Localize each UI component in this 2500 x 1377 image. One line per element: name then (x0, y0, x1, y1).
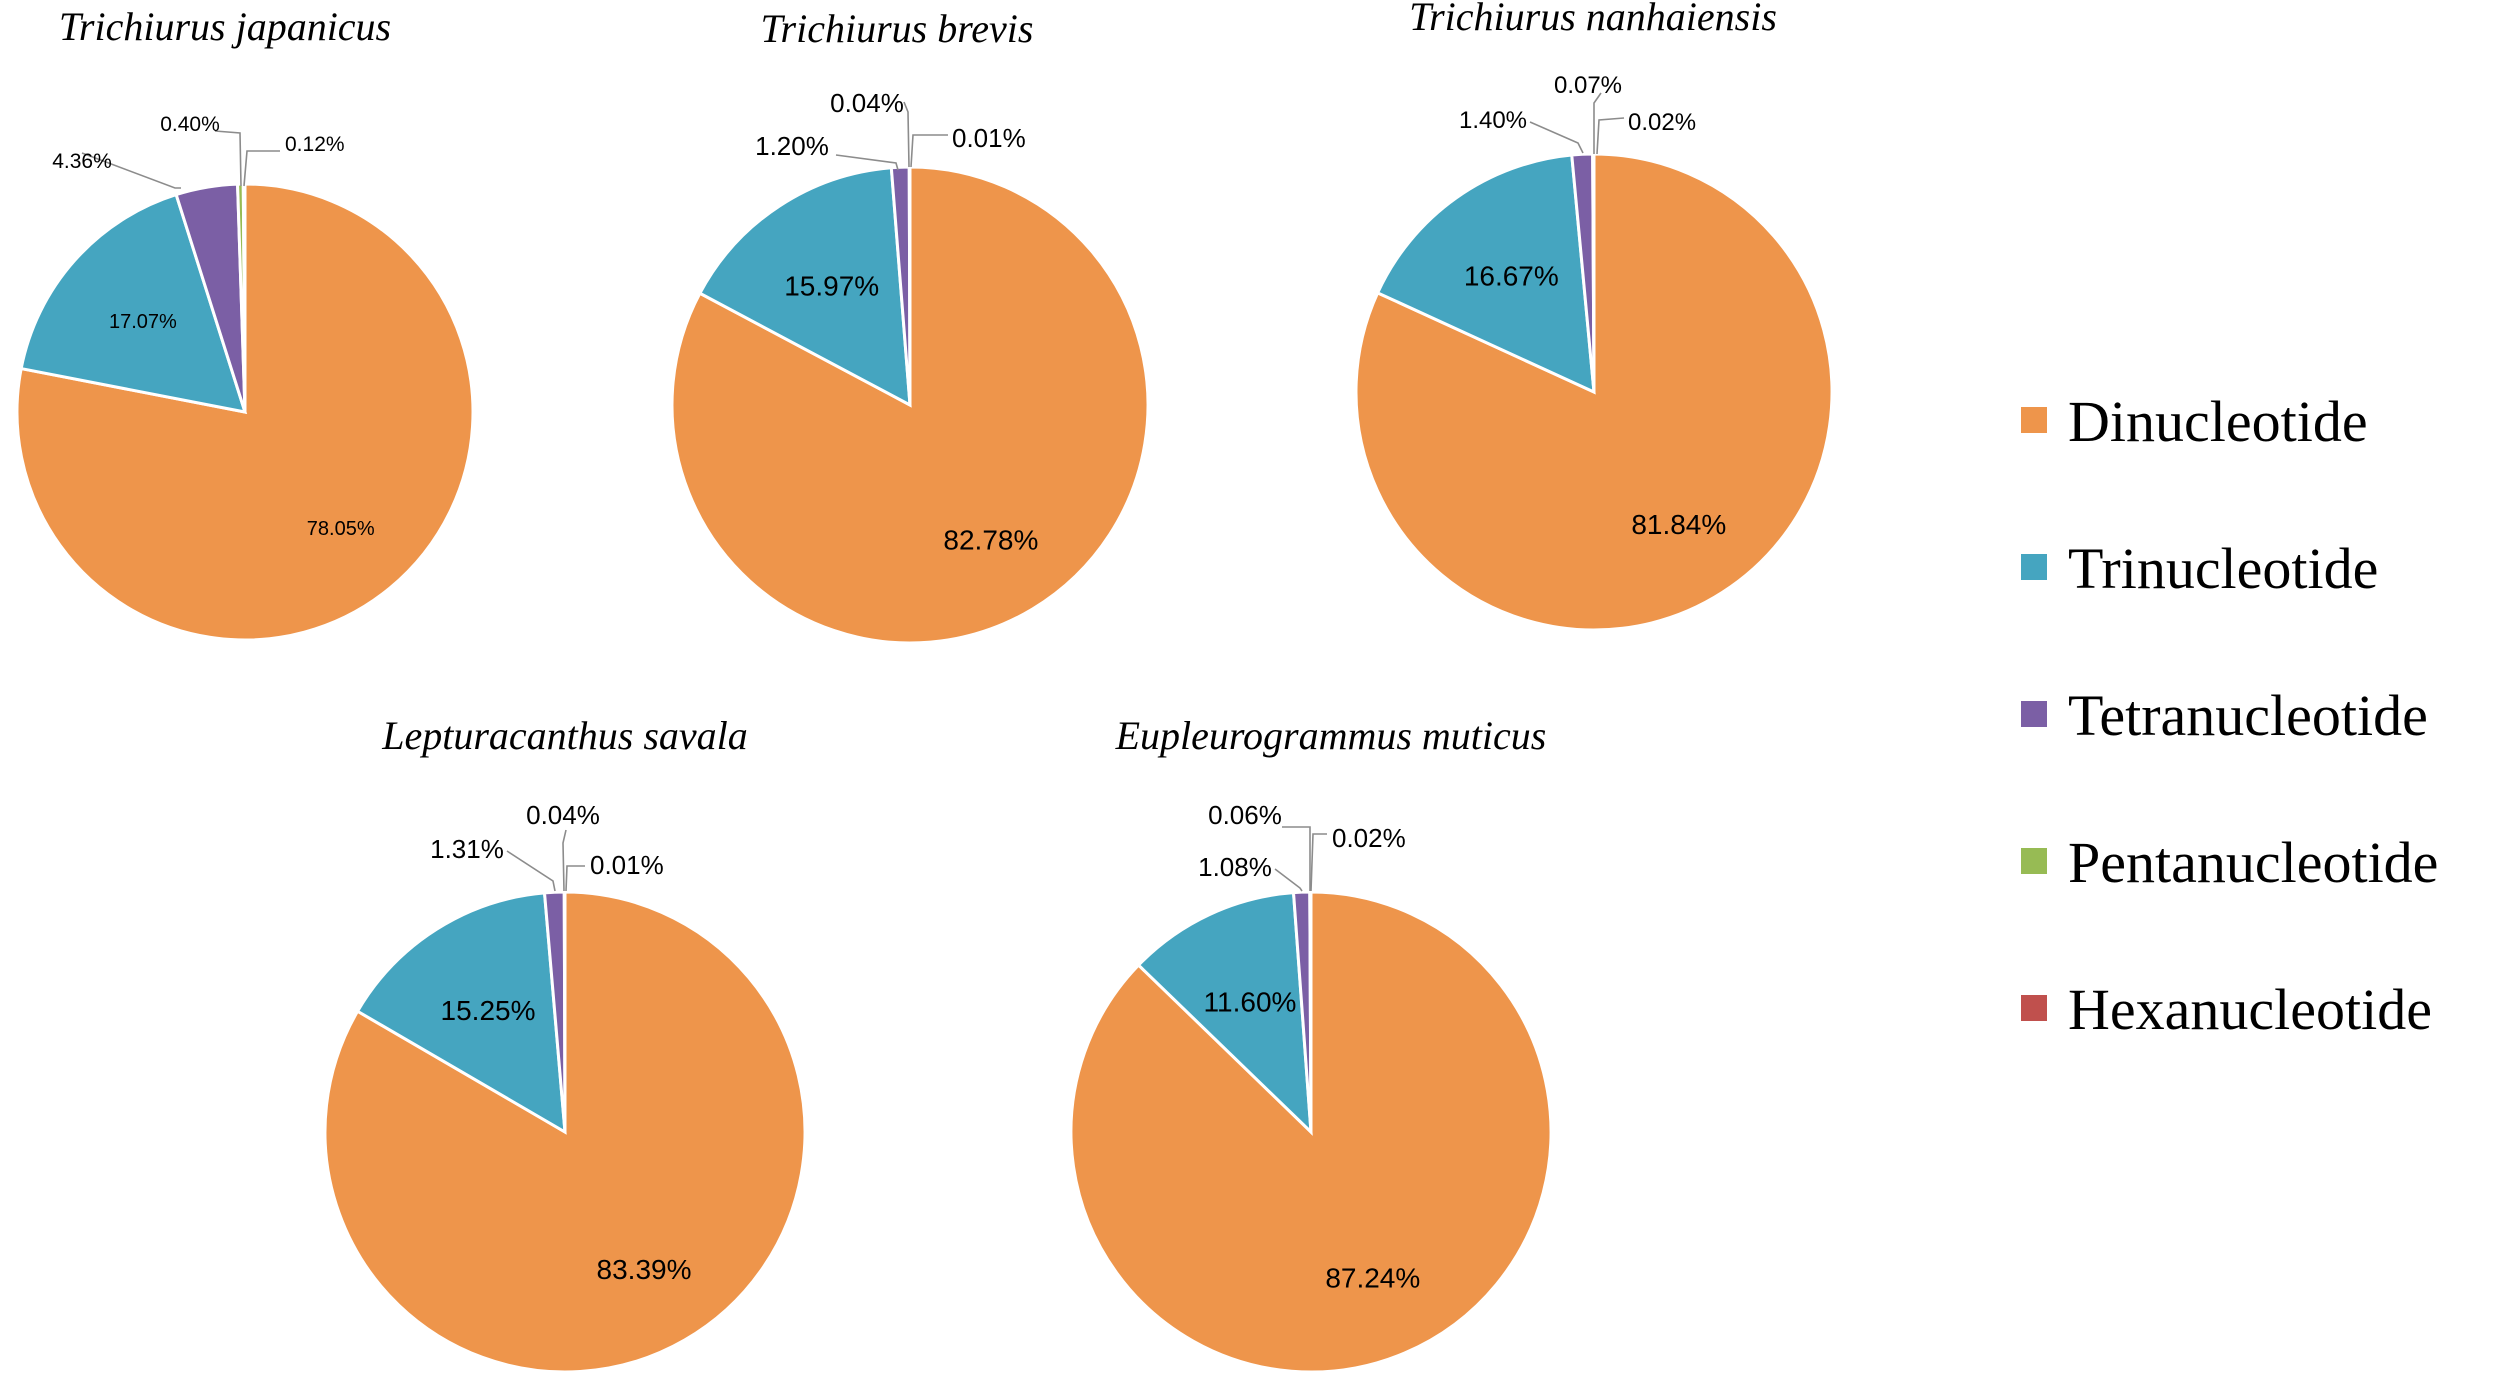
pie-chart-lepturacanthus-savala: Lepturacanthus savala 83.39% 15.25% 1.31% 0.… (323, 713, 807, 1374)
leader-line-hexanucleotide (565, 865, 585, 892)
data-label-dinucleotide: 87.24% (1325, 1263, 1420, 1294)
data-label-pentanucleotide: 0.06% (1208, 800, 1282, 830)
slice-trinucleotide (19, 192, 248, 414)
pie-chart-trichiurus-brevis: Trichiurus brevis 82.78% 15.97% 1.20%0.04% 0… (670, 6, 1150, 645)
slice-hexanucleotide (241, 182, 247, 413)
data-label-tetranucleotide: 1.20% (755, 131, 829, 161)
leader-line-pentanucleotide (1282, 826, 1311, 891)
data-label-pentanucleotide: 0.04% (526, 800, 600, 830)
pie-title: Lepturacanthus savala (381, 713, 748, 758)
data-label-hexanucleotide: 0.01% (952, 123, 1026, 153)
leader-line-pentanucleotide (1593, 92, 1602, 154)
data-label-trinucleotide: 15.97% (784, 270, 879, 301)
data-label-hexanucleotide: 0.02% (1332, 823, 1406, 853)
leader-line-hexanucleotide (243, 150, 280, 187)
slice-trinucleotide (355, 891, 567, 1135)
data-label-tetranucleotide: 1.31% (430, 834, 504, 864)
data-label-dinucleotide: 82.78% (943, 524, 1038, 555)
leader-line-tetranucleotide (1274, 868, 1303, 892)
pie-title: Trichiurus brevis (761, 6, 1034, 51)
pie-chart-trichiurus-japanicus: Trichiurus japanicus 78.05% 17.07% 4.36% 0.4… (15, 4, 475, 642)
slice-trinucleotide (1136, 891, 1313, 1136)
data-label-trinucleotide: 11.60% (1204, 986, 1297, 1017)
pie-title: Trichiurus japanicus (59, 4, 391, 49)
legend-swatch-hexanucleotide (2021, 995, 2047, 1021)
leader-line-tetranucleotide (506, 850, 556, 892)
data-label-dinucleotide: 83.39% (597, 1254, 692, 1285)
legend-label-hexanucleotide: Hexanucleotide (2068, 977, 2432, 1042)
data-label-hexanucleotide: 0.02% (1628, 109, 1696, 136)
legend-label-pentanucleotide: Pentanucleotide (2068, 830, 2438, 895)
data-label-hexanucleotide: 0.01% (590, 850, 664, 880)
legend-label-dinucleotide: Dinucleotide (2068, 389, 2368, 454)
legend-swatch-tetranucleotide (2021, 701, 2047, 727)
legend-swatch-pentanucleotide (2021, 848, 2047, 874)
data-label-dinucleotide: 78.05% (307, 518, 375, 540)
legend-label-tetranucleotide: Tetranucleotide (2068, 683, 2428, 748)
data-label-dinucleotide: 81.84% (1631, 509, 1726, 540)
data-label-pentanucleotide: 0.04% (830, 88, 904, 118)
legend-label-trinucleotide: Trinucleotide (2068, 536, 2378, 601)
data-label-trinucleotide: 15.25% (441, 995, 536, 1026)
leader-line-pentanucleotide (214, 130, 242, 187)
slice-trinucleotide (697, 166, 912, 408)
data-label-trinucleotide: 16.67% (1464, 260, 1559, 291)
data-label-trinucleotide: 17.07% (109, 311, 177, 333)
leader-line-pentanucleotide (903, 101, 910, 168)
pie-chart-trichiurus-nanhaiensis: Trichiurus nanhaiensis 81.84% 16.67% 1.40% 0… (1354, 0, 1834, 632)
legend-swatch-trinucleotide (2021, 554, 2047, 580)
leader-line-tetranucleotide (1529, 121, 1584, 154)
slice-dinucleotide (1354, 152, 1834, 632)
data-label-tetranucleotide: 1.40% (1459, 107, 1527, 134)
leader-line-tetranucleotide (835, 154, 899, 171)
leader-line-hexanucleotide (1596, 117, 1625, 155)
pie-title: Trichiurus nanhaiensis (1409, 0, 1777, 39)
data-label-tetranucleotide: 1.08% (1198, 852, 1272, 882)
pie-chart-eupleurogrammus-muticus: Eupleurogrammus muticus 87.24% 11.60% 1.08%… (1069, 713, 1553, 1374)
leader-line-hexanucleotide (1310, 833, 1327, 892)
slice-dinucleotide (670, 165, 1150, 645)
leader-line-tetranucleotide (81, 152, 181, 189)
data-label-tetranucleotide: 4.36% (52, 150, 112, 173)
leader-line-pentanucleotide (562, 829, 567, 892)
pie-title: Eupleurogrammus muticus (1115, 713, 1547, 758)
legend-swatch-dinucleotide (2021, 407, 2047, 433)
data-label-hexanucleotide: 0.12% (285, 133, 345, 156)
leader-line-hexanucleotide (910, 134, 948, 168)
legend: Dinucleotide Trinucleotide Tetranucleotide… (2021, 389, 2438, 1042)
data-label-pentanucleotide: 0.40% (160, 113, 220, 136)
data-label-pentanucleotide: 0.07% (1554, 72, 1622, 99)
slice-trinucleotide (1375, 153, 1596, 395)
